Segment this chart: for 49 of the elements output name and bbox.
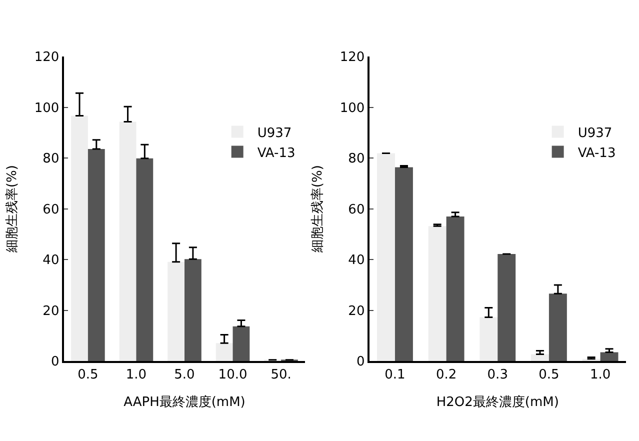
legend-label: U937 [578, 126, 612, 141]
bar [168, 262, 184, 362]
y-tick-label: 20 [348, 304, 365, 319]
x-tick-label: 0.5 [78, 368, 98, 383]
x-tick-label: 0.2 [436, 368, 457, 383]
y-tick-label: 20 [42, 304, 60, 319]
bar [232, 326, 250, 362]
y-tick-label: 80 [42, 152, 60, 167]
x-tick-label: 0.5 [538, 368, 560, 383]
bar [498, 254, 516, 362]
x-tick-label: 0.3 [487, 368, 508, 383]
x-tick-label: 10.0 [218, 368, 248, 383]
legend-label: VA-13 [257, 146, 296, 161]
y-tick-label: 120 [34, 50, 60, 66]
y-tick-label: 80 [348, 152, 365, 167]
x-tick-label: 1.0 [126, 368, 147, 383]
y-tick-label: 40 [42, 253, 60, 268]
y-tick-label: 120 [340, 50, 365, 66]
y-tick-label: 100 [340, 100, 365, 116]
bar [377, 153, 395, 362]
bar [600, 352, 618, 362]
y-tick-label: 100 [34, 100, 60, 116]
bar [184, 259, 202, 362]
x-tick-label: 1.0 [590, 368, 611, 383]
bar [530, 354, 549, 362]
bar [428, 226, 446, 362]
bar [136, 158, 154, 362]
x-axis-title: AAPH最終濃度(mM) [124, 394, 246, 410]
x-tick-label: 50. [270, 368, 292, 383]
y-tick-label: 40 [348, 253, 365, 268]
bar [394, 167, 413, 362]
legend-label: VA-13 [578, 146, 616, 161]
y-tick-label: 0 [50, 354, 60, 370]
bar [548, 294, 567, 362]
legend-label: U937 [257, 126, 292, 141]
bar [216, 343, 233, 362]
x-tick-label: 5.0 [174, 368, 195, 383]
x-tick-label: 0.1 [384, 368, 406, 383]
bar [446, 216, 464, 362]
bar [88, 148, 105, 362]
y-tick-label: 60 [348, 202, 365, 218]
x-axis-title: H2O2最終濃度(mM) [436, 394, 559, 410]
bar [71, 116, 88, 362]
y-tick-label: 60 [42, 202, 60, 218]
bar [119, 122, 136, 362]
bar [480, 317, 498, 362]
y-axis-title: 細胞生残率(%) [4, 165, 20, 254]
y-tick-label: 0 [356, 354, 365, 370]
y-axis-title: 細胞生残率(%) [309, 165, 326, 254]
